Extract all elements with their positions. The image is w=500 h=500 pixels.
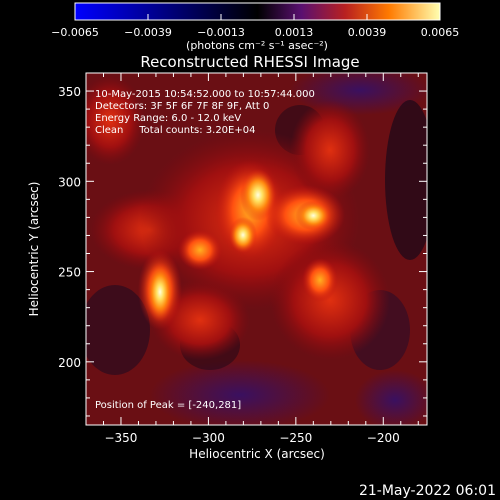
colorbar-tick-label: −0.0013 xyxy=(197,26,245,39)
heatmap-image xyxy=(86,73,427,425)
colorbar-tick-label: −0.0039 xyxy=(124,26,172,39)
y-tick-label: 200 xyxy=(58,356,81,370)
colorbar-units: (photons cm⁻² s⁻¹ asec⁻²) xyxy=(186,39,328,52)
y-axis-label: Heliocentric Y (arcsec) xyxy=(27,182,41,317)
axis-ticks: −350 −300 −250 −200 200 250 300 350 xyxy=(58,72,427,445)
annotation-energy: Energy Range: 6.0 - 12.0 keV xyxy=(95,113,241,124)
x-axis-label: Heliocentric X (arcsec) xyxy=(189,447,325,461)
annotation-time-range: 10-May-2015 10:54:52.000 to 10:57:44.000 xyxy=(95,89,315,100)
peak-position-label: Position of Peak = [-240,281] xyxy=(95,400,241,411)
colorbar-tick-label: −0.0065 xyxy=(51,26,99,39)
plot-frame xyxy=(85,72,428,426)
y-tick-label: 350 xyxy=(58,85,81,99)
colorbar-tick-label: 0.0013 xyxy=(275,26,314,39)
heatmap-peak xyxy=(295,200,332,231)
x-tick-label: −300 xyxy=(192,431,225,445)
colorbar-tick-label: 0.0039 xyxy=(348,26,387,39)
annotation-clean-counts: Clean Total counts: 3.20E+04 xyxy=(95,125,255,136)
y-tick-label: 250 xyxy=(58,266,81,280)
colorbar xyxy=(74,2,441,21)
colorbar-ticks: −0.0065 −0.0039 −0.0013 0.0013 0.0039 0.0065 xyxy=(51,14,459,39)
colorbar-tick-label: 0.0065 xyxy=(421,26,460,39)
annotation-detectors: Detectors: 3F 5F 6F 7F 8F 9F, Att 0 xyxy=(95,101,269,112)
x-tick-label: −350 xyxy=(104,431,137,445)
x-tick-label: −250 xyxy=(279,431,312,445)
chart-title: Reconstructed RHESSI Image xyxy=(140,53,359,71)
x-tick-label: −200 xyxy=(367,431,400,445)
peak-hotspot xyxy=(295,200,332,231)
y-tick-label: 300 xyxy=(58,175,81,189)
footer-timestamp: 21-May-2022 06:01 xyxy=(359,483,496,499)
